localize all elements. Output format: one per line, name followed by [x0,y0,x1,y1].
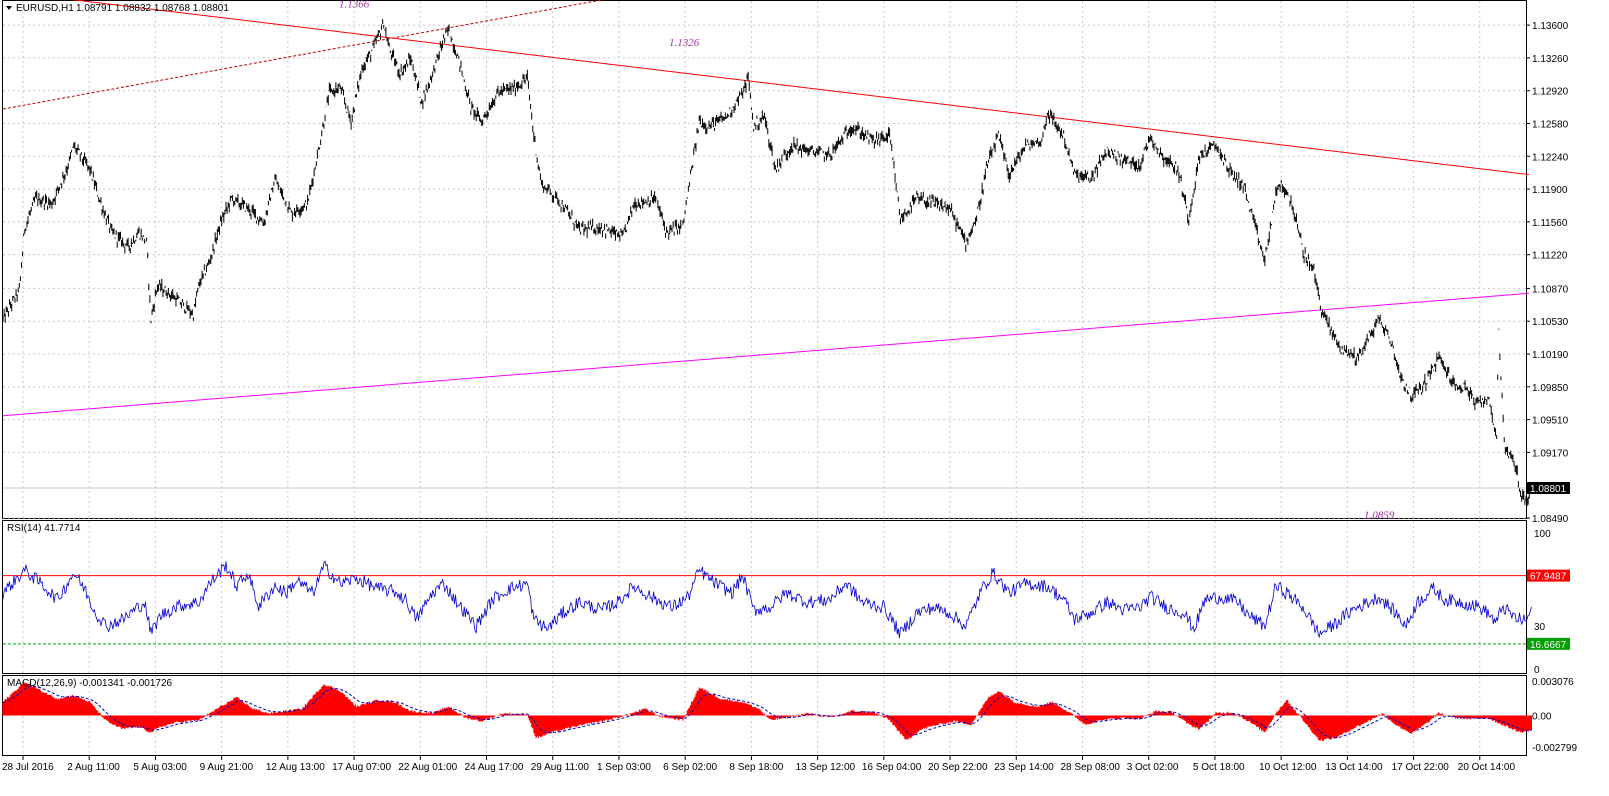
symbol-label: EURUSD,H1 [16,3,74,14]
macd-tick-label: 0.003076 [1532,677,1574,688]
price-tick-label: 1.12240 [1532,152,1569,163]
price-annotations: 1.1366 1.1326 1.0859 [339,0,1395,521]
price-tick-label: 1.11220 [1532,251,1568,262]
price-annotation: 1.1366 [339,0,370,10]
rsi-tick-label: 0 [1534,665,1540,676]
time-tick-label: 13 Oct 14:00 [1325,762,1383,773]
time-tick-label: 5 Aug 03:00 [133,762,187,773]
price-tick-label: 1.13600 [1532,21,1569,32]
time-tick-label: 28 Sep 08:00 [1060,762,1120,773]
rsi-level-label: 16.6667 [1530,640,1567,651]
rsi-level-box [1527,637,1570,650]
price-annotation: 1.1326 [669,37,700,49]
time-tick-label: 24 Aug 17:00 [465,762,524,773]
time-tick-label: 8 Sep 18:00 [729,762,783,773]
price-series [2,19,1532,507]
time-tick-label: 2 Aug 11:00 [67,762,120,773]
price-pane-frame [2,0,1527,519]
rsi-indicator: 67.9487 16.6667 100 30 0 [2,529,1570,676]
price-bars [2,19,1532,507]
price-annotation: 1.0859 [1364,509,1395,521]
current-price-label: 1.08801 [1530,484,1567,495]
grid [3,1,1526,755]
time-tick-label: 28 Jul 2016 [2,762,54,773]
trendline [2,292,1530,417]
macd-title: MACD(12,26,9) -0.001341 -0.001726 [7,678,173,689]
rsi-tick-label: 30 [1534,622,1546,633]
macd-indicator: 0.003076 0.00 -0.002799 [2,677,1577,754]
price-tick-label: 1.10870 [1532,284,1569,295]
time-tick-label: 13 Sep 12:00 [796,762,856,773]
rsi-level-box [1527,569,1570,582]
rsi-level-label: 67.9487 [1530,572,1567,583]
price-tick-label: 1.13260 [1532,54,1569,65]
current-price-box: 1.08801 [1527,482,1570,495]
macd-tick-label: 0.00 [1532,712,1552,723]
time-tick-label: 9 Aug 21:00 [200,762,254,773]
price-tick-label: 1.09510 [1532,416,1569,427]
time-tick-label: 29 Aug 11:00 [531,762,590,773]
rsi-tick-label: 100 [1534,529,1551,540]
time-tick-label: 16 Sep 04:00 [862,762,922,773]
trendline [70,0,1530,176]
time-tick-label: 12 Aug 13:00 [266,762,325,773]
price-tick-label: 1.11900 [1532,185,1568,196]
time-tick-label: 6 Sep 02:00 [663,762,717,773]
time-tick-label: 1 Sep 03:00 [597,762,651,773]
price-tick-label: 1.10530 [1532,317,1569,328]
time-tick-label: 17 Aug 07:00 [332,762,391,773]
trendline [2,0,605,110]
time-tick-label: 3 Oct 02:00 [1127,762,1179,773]
time-tick-label: 10 Oct 12:00 [1259,762,1317,773]
rsi-title: RSI(14) 41.7714 [7,523,81,534]
macd-tick-label: -0.002799 [1532,743,1577,754]
time-tick-label: 23 Sep 14:00 [994,762,1054,773]
time-tick-label: 5 Oct 18:00 [1193,762,1245,773]
price-axis: 1.08490 1.09170 1.09510 1.09850 1.10190 1.105… [3,21,1570,525]
price-tick-label: 1.10190 [1532,350,1569,361]
time-tick-label: 22 Aug 01:00 [398,762,457,773]
rsi-pane-frame [2,520,1527,674]
price-tick-label: 1.12580 [1532,119,1569,130]
ohlc-label: 1.08791 1.08832 1.08768 1.08801 [76,3,229,14]
time-tick-label: 20 Oct 14:00 [1458,762,1516,773]
current-price-bg [1527,482,1570,495]
price-tick-label: 1.11560 [1532,218,1568,229]
rsi-line [2,560,1532,639]
time-tick-label: 17 Oct 22:00 [1392,762,1450,773]
price-tick-label: 1.12920 [1532,87,1569,98]
price-tick-label: 1.09850 [1532,383,1569,394]
price-tick-label: 1.09170 [1532,448,1569,459]
symbol-dropdown-icon[interactable] [6,6,12,10]
trendlines[interactable] [2,0,1530,417]
time-axis: 28 Jul 2016 2 Aug 11:00 5 Aug 03:00 9 Aug 2… [2,756,1515,773]
price-tick-label: 1.08490 [1532,514,1569,525]
macd-signal-line [2,685,1532,739]
time-tick-label: 20 Sep 22:00 [928,762,988,773]
